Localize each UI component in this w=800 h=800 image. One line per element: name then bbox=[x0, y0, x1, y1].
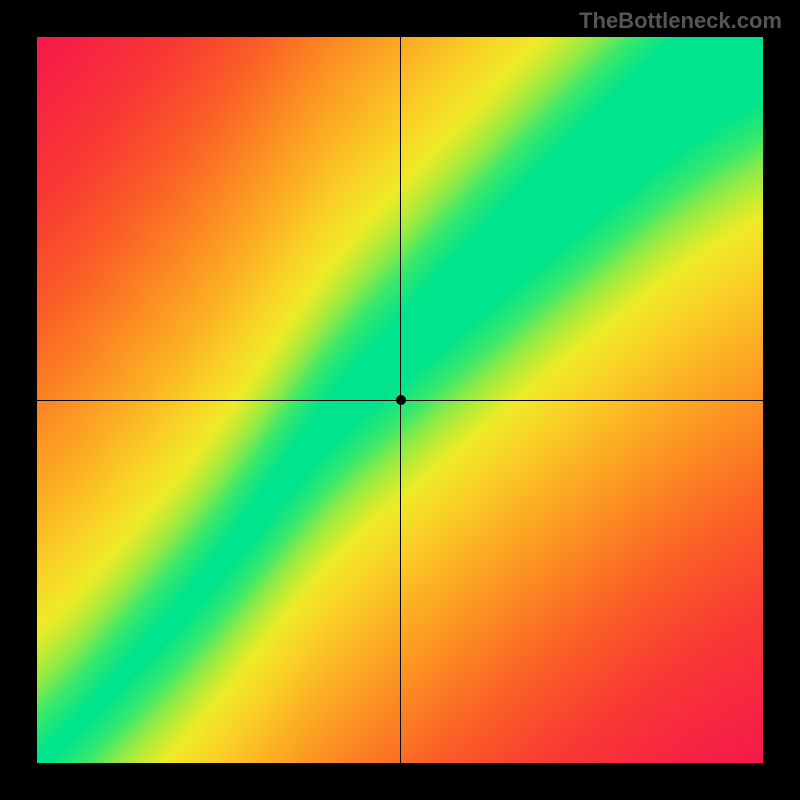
watermark-text: TheBottleneck.com bbox=[579, 8, 782, 34]
chart-container: TheBottleneck.com bbox=[0, 0, 800, 800]
data-point-marker bbox=[396, 395, 406, 405]
plot-area bbox=[37, 37, 763, 763]
